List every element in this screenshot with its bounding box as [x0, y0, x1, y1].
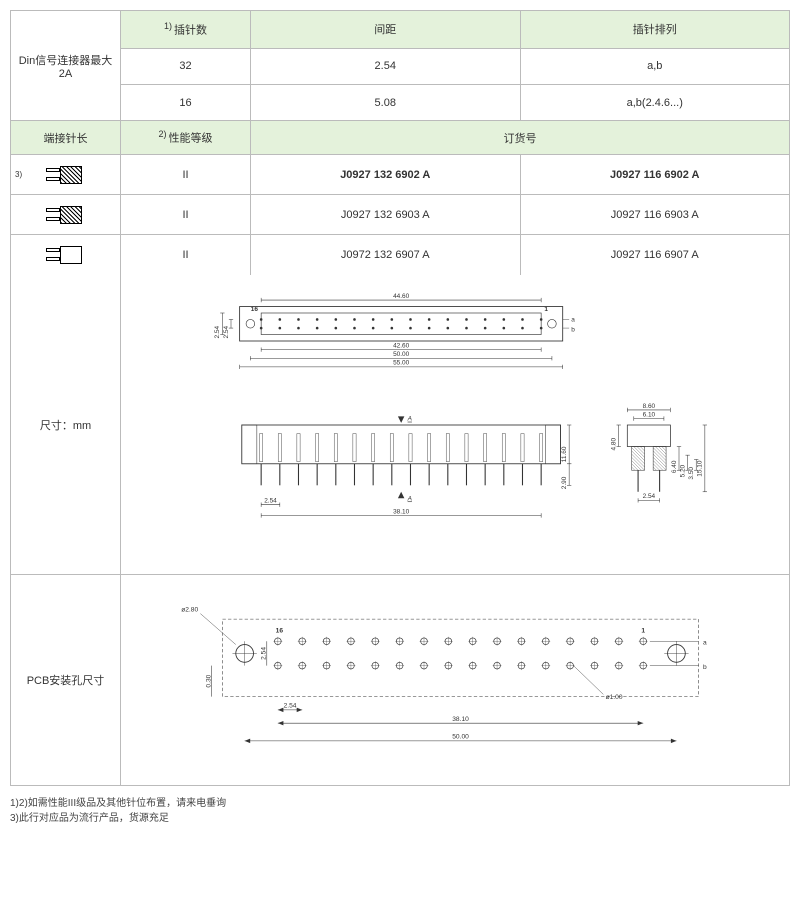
table-row-part1: J0927 132 6902 A — [251, 155, 521, 194]
svg-text:A: A — [407, 415, 412, 422]
svg-text:3.50: 3.50 — [688, 466, 695, 479]
svg-text:2.54: 2.54 — [223, 325, 230, 338]
svg-text:8.60: 8.60 — [643, 402, 656, 409]
svg-text:A: A — [407, 495, 412, 502]
section1-label: Din信号连接器最大2A — [11, 11, 121, 120]
r2-arr: a,b(2.4.6...) — [521, 85, 790, 121]
table-row-part2: J0927 116 6903 A — [521, 195, 790, 234]
hdr-arrangement: 插针排列 — [521, 11, 790, 48]
r1-pitch: 2.54 — [251, 49, 521, 84]
svg-text:15.10: 15.10 — [697, 460, 704, 477]
svg-text:4.80: 4.80 — [610, 437, 617, 450]
svg-text:a: a — [571, 316, 575, 323]
svg-text:a: a — [703, 640, 707, 647]
svg-text:50.00: 50.00 — [452, 734, 469, 741]
svg-text:50.00: 50.00 — [393, 351, 410, 358]
r2-pitch: 5.08 — [251, 85, 521, 121]
r1-arr: a,b — [521, 49, 790, 84]
table-row-icon — [11, 195, 121, 234]
r1-pins: 32 — [121, 49, 251, 84]
svg-text:2.54: 2.54 — [264, 497, 277, 504]
svg-text:16: 16 — [276, 627, 284, 634]
svg-text:11.60: 11.60 — [561, 446, 568, 462]
table-row-icon: 3) — [11, 155, 121, 194]
svg-text:1: 1 — [641, 627, 645, 634]
hdr-partno: 订货号 — [251, 121, 789, 154]
spec-table: Din信号连接器最大2A 1)插针数 间距 插针排列 32 2.54 a,b 1… — [10, 10, 790, 786]
dims-label: 尺寸：mm — [11, 275, 121, 574]
svg-text:38.10: 38.10 — [452, 716, 469, 723]
hdr-pins: 1)插针数 — [121, 11, 251, 48]
svg-text:5.20: 5.20 — [679, 464, 686, 477]
svg-text:ø1.00: ø1.00 — [606, 694, 623, 701]
svg-text:2.54: 2.54 — [284, 703, 297, 710]
table-row-icon — [11, 235, 121, 275]
hdr-termlen: 端接针长 — [11, 121, 121, 154]
hdr-pitch: 间距 — [251, 11, 521, 48]
footnote-2: 3)此行对应品为流行产品，货源充足 — [10, 811, 790, 826]
table-row-perf: II — [121, 195, 251, 234]
footnote-1: 1)2)如需性能III级品及其他针位布置，请来电垂询 — [10, 796, 790, 811]
pcb-label: PCB安装孔尺寸 — [11, 575, 121, 785]
svg-text:6.40: 6.40 — [671, 460, 678, 473]
svg-text:44.60: 44.60 — [393, 292, 410, 299]
svg-text:b: b — [703, 664, 707, 671]
pcb-diagram: 16 1 a b ø2.80 ø1.00 2.54 0.30 2.54 38.10 50.00 — [121, 575, 789, 785]
table-row-part1: J0927 132 6903 A — [251, 195, 521, 234]
svg-text:b: b — [571, 326, 575, 333]
table-row-part2: J0927 116 6907 A — [521, 235, 790, 275]
hdr-perf: 2)性能等级 — [121, 121, 251, 154]
table-row-perf: II — [121, 155, 251, 194]
svg-text:16: 16 — [251, 305, 259, 312]
svg-text:42.60: 42.60 — [393, 342, 410, 349]
svg-text:6.10: 6.10 — [643, 411, 656, 418]
table-row-perf: II — [121, 235, 251, 275]
svg-text:55.00: 55.00 — [393, 359, 410, 366]
svg-text:38.10: 38.10 — [393, 508, 410, 515]
footnotes: 1)2)如需性能III级品及其他针位布置，请来电垂询 3)此行对应品为流行产品，… — [10, 796, 790, 826]
svg-text:1: 1 — [544, 305, 548, 312]
svg-text:2.90: 2.90 — [561, 476, 568, 489]
svg-text:2.54: 2.54 — [261, 647, 268, 660]
r2-pins: 16 — [121, 85, 251, 121]
svg-text:2.54: 2.54 — [214, 325, 221, 338]
table-row-part2: J0927 116 6902 A — [521, 155, 790, 194]
svg-text:0.30: 0.30 — [205, 674, 212, 687]
dims-diagram: 161ab44.6042.6050.0055.002.542.54AA2.543… — [121, 275, 789, 574]
svg-text:ø2.80: ø2.80 — [181, 606, 198, 613]
table-row-part1: J0972 132 6907 A — [251, 235, 521, 275]
svg-text:2.54: 2.54 — [643, 493, 656, 500]
